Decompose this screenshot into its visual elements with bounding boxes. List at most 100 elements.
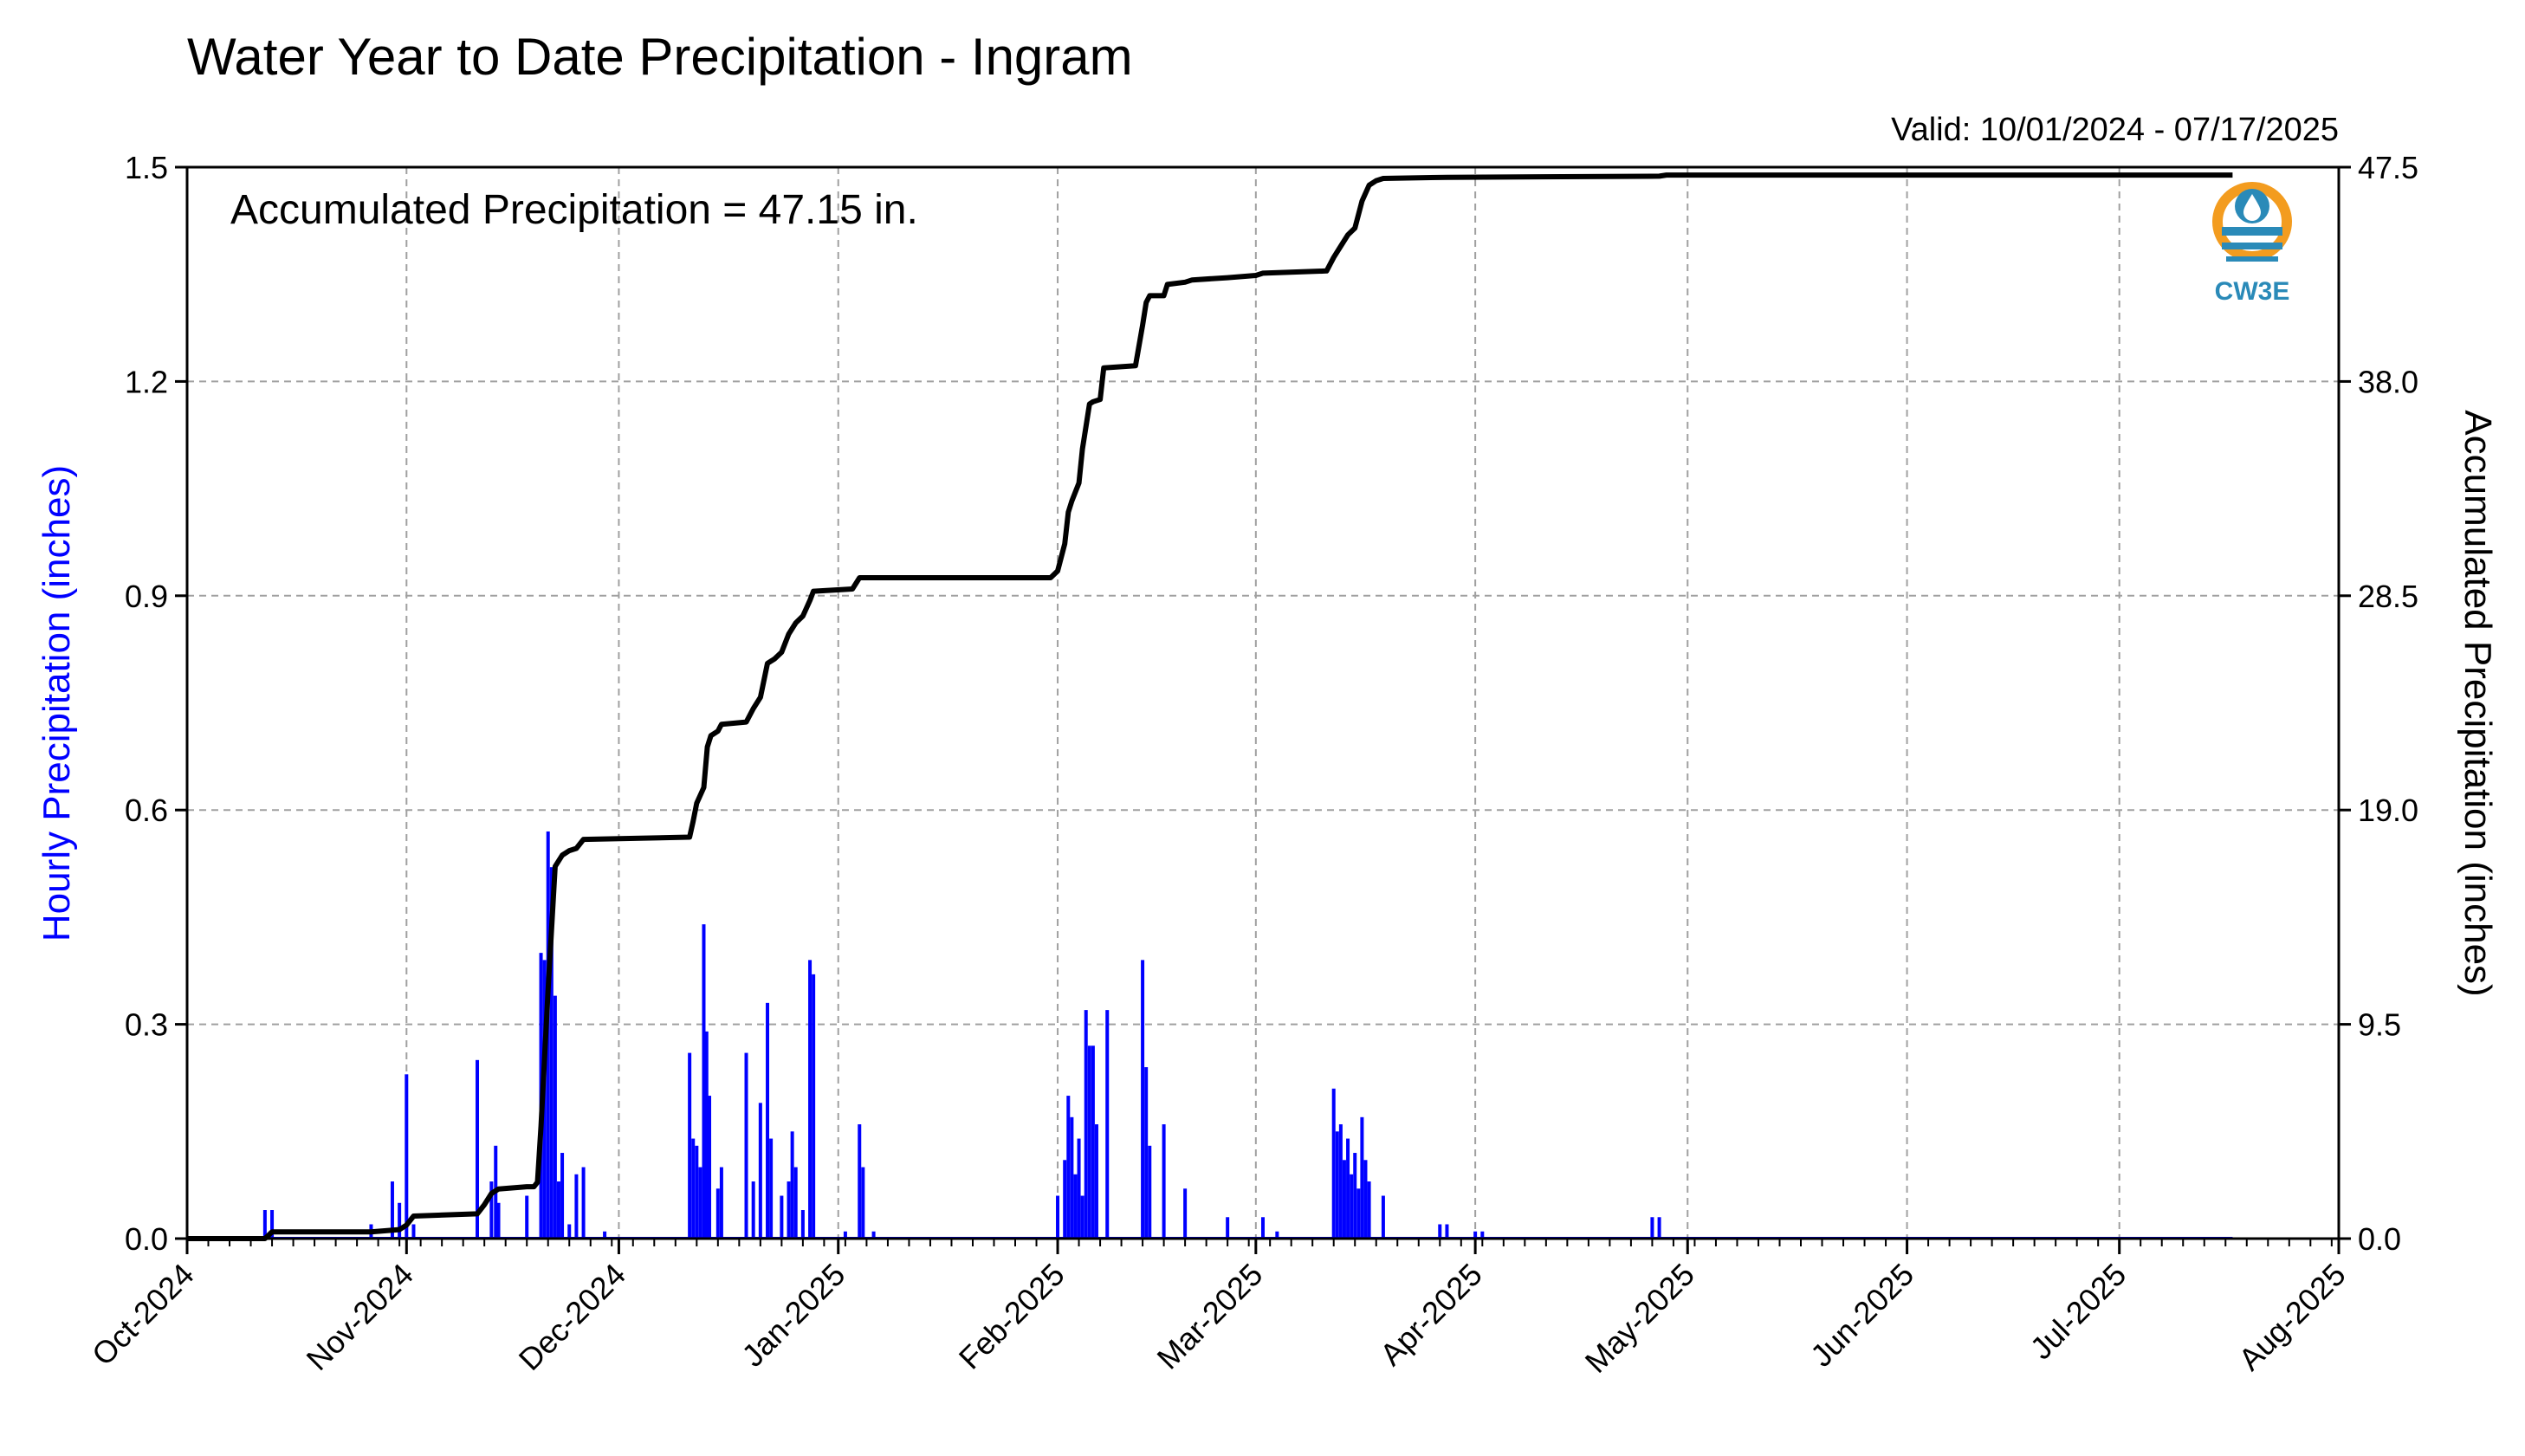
precip-bar xyxy=(808,960,813,1239)
precip-bar xyxy=(702,924,706,1239)
precip-bar xyxy=(1650,1217,1654,1239)
accumulated-line-group xyxy=(187,172,2233,1241)
precip-bar xyxy=(1363,1160,1368,1239)
left-y-axis-label: Hourly Precipitation (inches) xyxy=(36,465,78,942)
x-tick-label: Jul-2025 xyxy=(2023,1257,2133,1367)
precip-bar xyxy=(1353,1153,1357,1239)
precip-bar xyxy=(1144,1067,1149,1239)
precip-bar xyxy=(843,1231,847,1239)
precip-bar xyxy=(1084,1010,1088,1239)
left-y-tick-label: 1.5 xyxy=(125,150,168,185)
precip-bar xyxy=(549,867,554,1239)
x-tick-label: Nov-2024 xyxy=(300,1257,420,1377)
precip-bar xyxy=(787,1181,791,1239)
precip-bar xyxy=(1056,1195,1060,1239)
x-tick-label: Mar-2025 xyxy=(1150,1257,1270,1376)
x-tick-label: Dec-2024 xyxy=(512,1257,632,1377)
precip-bar xyxy=(1077,1138,1081,1239)
precip-bar xyxy=(1105,1010,1110,1239)
precip-bar xyxy=(1261,1217,1265,1239)
precip-bar xyxy=(1657,1217,1661,1239)
precip-bar xyxy=(1073,1174,1078,1239)
precip-bar xyxy=(1141,960,1145,1239)
precip-bar xyxy=(496,1202,501,1239)
precip-bar xyxy=(780,1195,784,1239)
precip-bar xyxy=(1226,1217,1230,1239)
x-tick-label: Oct-2024 xyxy=(85,1257,201,1373)
precip-bar xyxy=(871,1231,876,1239)
precip-bar xyxy=(1070,1116,1074,1239)
precip-bar xyxy=(708,1096,712,1239)
precip-bar xyxy=(695,1145,699,1239)
precip-bar xyxy=(812,974,816,1239)
precip-bar xyxy=(567,1224,572,1239)
precip-bar xyxy=(1338,1124,1343,1239)
precip-bar xyxy=(766,1002,770,1239)
precip-bar xyxy=(744,1052,748,1239)
precip-bar xyxy=(858,1124,862,1239)
precip-bar xyxy=(603,1231,607,1239)
right-y-tick-label: 47.5 xyxy=(2358,150,2418,185)
precip-bar xyxy=(398,1202,402,1239)
precip-bar xyxy=(1356,1188,1361,1239)
plot-frame xyxy=(185,165,2340,1240)
precip-bar xyxy=(390,1181,394,1239)
precip-bar xyxy=(1381,1195,1385,1239)
accumulated-total-annotation: Accumulated Precipitation = 47.15 in. xyxy=(230,187,918,233)
precip-bar xyxy=(691,1138,696,1239)
right-y-tick-label: 38.0 xyxy=(2358,364,2418,399)
precip-bar xyxy=(1148,1145,1152,1239)
right-y-tick-label: 19.0 xyxy=(2358,793,2418,828)
precip-bar xyxy=(1335,1131,1339,1239)
grid-lines xyxy=(187,167,2339,1239)
right-y-tick-label: 28.5 xyxy=(2358,579,2418,614)
precip-bar xyxy=(1438,1224,1442,1239)
precip-bar xyxy=(704,1031,709,1239)
precip-bar xyxy=(574,1174,579,1239)
precip-bar xyxy=(1087,1045,1091,1239)
axes: 0.0 0.0 0.3 9.5 0.6 19.0 0.9 28.5 1.2 38.0 1.5 47.5… xyxy=(85,150,2418,1380)
right-y-tick-label: 0.0 xyxy=(2358,1221,2401,1257)
precip-bar xyxy=(262,1210,267,1239)
x-tick-label: Jun-2025 xyxy=(1803,1257,1920,1374)
precip-bar xyxy=(715,1188,720,1239)
precip-bar xyxy=(1331,1088,1336,1239)
left-y-tick-label: 0.0 xyxy=(125,1221,168,1257)
precip-bar xyxy=(793,1167,798,1239)
precip-bar xyxy=(556,1181,560,1239)
precip-bar xyxy=(405,1074,409,1239)
precip-bar xyxy=(270,1210,275,1239)
right-y-axis-label: Accumulated Precipitation (inches) xyxy=(2457,410,2499,996)
left-y-tick-label: 1.2 xyxy=(125,364,168,399)
precip-bar xyxy=(553,995,557,1239)
precip-bar xyxy=(1063,1160,1067,1239)
x-tick-label: Aug-2025 xyxy=(2231,1257,2352,1377)
precip-bar xyxy=(1066,1096,1071,1239)
logo-wave-icon xyxy=(2222,227,2282,262)
precip-bar xyxy=(800,1210,805,1239)
x-tick-label: Apr-2025 xyxy=(1373,1257,1489,1373)
left-y-tick-label: 0.9 xyxy=(125,579,168,614)
precip-bar xyxy=(489,1181,494,1239)
precip-bar xyxy=(1275,1231,1279,1239)
precip-bar xyxy=(1346,1138,1350,1239)
precip-bar xyxy=(1091,1045,1095,1239)
x-tick-label: May-2025 xyxy=(1578,1257,1701,1380)
precip-bar xyxy=(698,1167,702,1239)
valid-date-range: Valid: 10/01/2024 - 07/17/2025 xyxy=(1891,112,2339,148)
precip-bar xyxy=(1360,1116,1364,1239)
precip-bar xyxy=(1473,1231,1478,1239)
precip-bar xyxy=(411,1224,416,1239)
precip-bar xyxy=(525,1195,529,1239)
hourly-precip-bars xyxy=(187,831,2233,1239)
precip-bar xyxy=(790,1131,794,1239)
right-y-tick-label: 9.5 xyxy=(2358,1007,2401,1043)
precip-bar xyxy=(1367,1181,1371,1239)
precip-bar xyxy=(1183,1188,1188,1239)
precip-bar xyxy=(1094,1124,1098,1239)
precip-bar xyxy=(758,1103,762,1239)
precip-bar xyxy=(1480,1231,1485,1239)
precip-bar xyxy=(1350,1174,1354,1239)
left-y-tick-label: 0.3 xyxy=(125,1007,168,1043)
